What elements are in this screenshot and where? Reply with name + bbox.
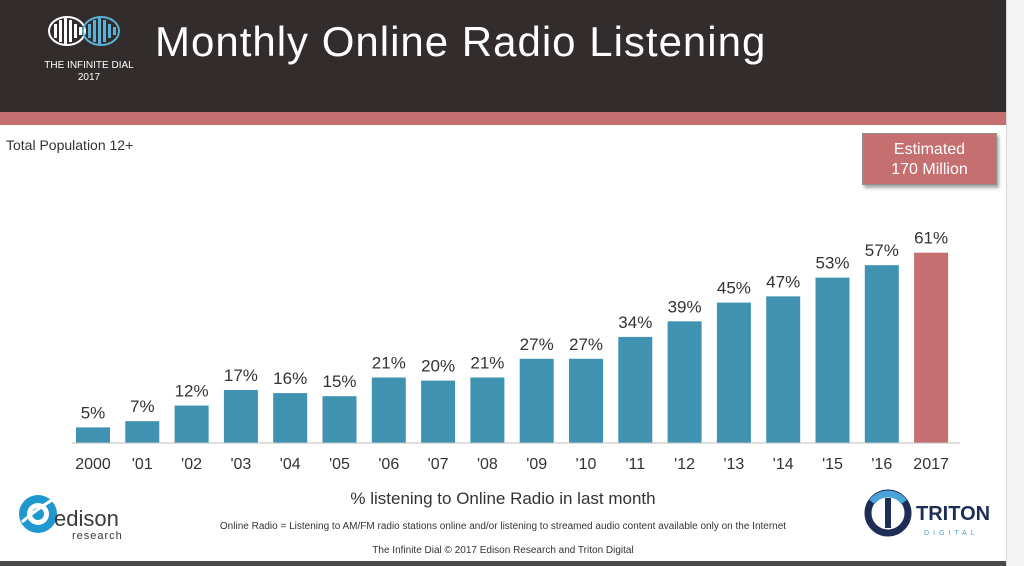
data-label: 39%	[668, 297, 702, 316]
triton-sub: DIGITAL	[924, 530, 979, 537]
bar-4	[273, 393, 308, 443]
data-label: 16%	[273, 369, 307, 388]
bar-7	[421, 380, 456, 443]
x-tick-group: 2000 '01 '02 '03 '04 '05 '06 '07 '08 '09 '10 '11 '12…	[75, 456, 949, 473]
x-tick-label: '07	[428, 456, 449, 473]
x-tick-label: '03	[230, 456, 251, 473]
bar-0	[76, 427, 110, 443]
data-label-group: 5% 7% 12% 17% 16% 15% 21% 20% 21% 27% 27% 34% 39% 45%…	[81, 229, 948, 423]
header-stripe	[0, 112, 1006, 125]
edison-sub: research	[72, 530, 123, 542]
estimate-callout: Estimated 170 Million	[862, 133, 997, 185]
bar-17	[914, 252, 949, 443]
edison-research-logo-icon: edison research	[19, 490, 123, 542]
bar-12	[667, 321, 702, 443]
edison-word: edison	[54, 506, 119, 531]
x-tick-label: '08	[477, 456, 498, 473]
bar-9	[519, 358, 554, 443]
logo-line-1: THE INFINITE DIAL	[44, 60, 134, 71]
x-tick-label: '04	[280, 456, 301, 473]
x-tick-label: '11	[625, 456, 645, 473]
bar-3	[223, 389, 258, 443]
x-tick-label: 2017	[913, 456, 949, 473]
data-label: 47%	[766, 272, 800, 291]
x-axis-label: % listening to Online Radio in last mont…	[350, 489, 656, 508]
estimate-line-2: 170 Million	[891, 161, 968, 178]
footer-credit: The Infinite Dial © 2017 Edison Research…	[372, 545, 634, 556]
bar-group	[76, 252, 949, 443]
data-label: 45%	[717, 279, 751, 298]
x-tick-label: '13	[723, 456, 744, 473]
data-label: 12%	[175, 382, 209, 401]
x-tick-label: '02	[181, 456, 202, 473]
header-bar	[0, 0, 1006, 112]
data-label: 57%	[865, 241, 899, 260]
x-tick-label: 2000	[75, 456, 111, 473]
bar-5	[322, 396, 357, 443]
x-tick-label: '06	[378, 456, 399, 473]
x-tick-label: '14	[773, 456, 794, 473]
data-label: 61%	[914, 229, 948, 248]
data-label: 5%	[81, 403, 106, 422]
data-label: 17%	[224, 366, 258, 385]
estimate-line-1: Estimated	[893, 141, 966, 158]
x-tick-label: '15	[822, 456, 843, 473]
page-title: Monthly Online Radio Listening	[155, 18, 767, 65]
data-label: 27%	[569, 335, 603, 354]
population-label: Total Population 12+	[6, 137, 134, 153]
data-label: 15%	[322, 372, 356, 391]
bar-6	[371, 377, 406, 443]
bar-16	[864, 265, 899, 443]
logo-line-2: 2017	[77, 72, 101, 83]
bar-10	[569, 358, 603, 443]
definition-note: Online Radio = Listening to AM/FM radio …	[219, 521, 787, 532]
infinite-dial-logo-icon	[48, 16, 120, 46]
x-tick-label: '16	[871, 456, 892, 473]
x-tick-label: '09	[526, 456, 547, 473]
data-label: 21%	[470, 353, 504, 372]
data-label: 20%	[421, 357, 455, 376]
bar-11	[618, 336, 653, 443]
data-label: 21%	[372, 353, 406, 372]
triton-digital-logo-icon: TRITON DIGITAL	[864, 489, 990, 537]
x-tick-label: '10	[576, 456, 597, 473]
triton-word: TRITON	[916, 503, 990, 525]
data-label: 27%	[520, 335, 554, 354]
bar-13	[716, 302, 751, 443]
x-tick-label: '05	[329, 456, 350, 473]
window-edge	[1006, 0, 1024, 566]
bar-14	[766, 296, 801, 443]
infinite-dial-logo-text: THE INFINITE DIAL 2017	[30, 60, 148, 84]
x-tick-label: '01	[132, 456, 153, 473]
x-tick-label: '12	[674, 456, 695, 473]
bottom-divider	[0, 561, 1006, 566]
bar-15	[815, 277, 850, 443]
data-label: 53%	[815, 254, 849, 273]
data-label: 34%	[618, 313, 652, 332]
bar-8	[470, 377, 505, 443]
data-label: 7%	[130, 397, 155, 416]
bar-chart: 2000 '01 '02 '03 '04 '05 '06 '07 '08 '09 '10 '11 '12…	[72, 229, 960, 473]
bar-2	[174, 405, 209, 443]
bar-1	[125, 421, 160, 443]
